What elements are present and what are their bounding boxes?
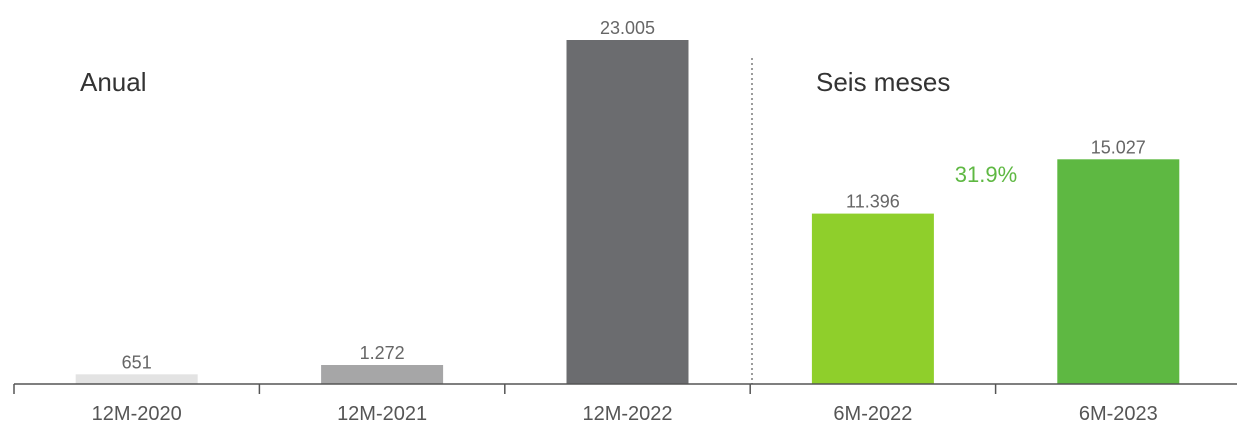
bar-12m-2020 <box>75 374 198 384</box>
group-title-six-months: Seis meses <box>816 67 950 97</box>
tick-label-12m-2022: 12M-2022 <box>582 403 672 425</box>
tick-label-12m-2020: 12M-2020 <box>92 403 182 425</box>
bar-12m-2022 <box>566 40 689 384</box>
bar-6m-2022 <box>811 213 934 384</box>
value-label-12m-2020: 651 <box>122 352 152 372</box>
tick-label-6m-2022: 6M-2022 <box>833 403 912 425</box>
tick-label-12m-2021: 12M-2021 <box>337 403 427 425</box>
tick-label-6m-2023: 6M-2023 <box>1079 403 1158 425</box>
bar-12m-2021 <box>321 365 444 384</box>
value-label-12m-2021: 1.272 <box>360 343 405 363</box>
value-label-12m-2022: 23.005 <box>600 18 655 38</box>
value-label-6m-2023: 15.027 <box>1091 137 1146 157</box>
value-label-6m-2022: 11.396 <box>846 192 900 212</box>
growth-annotation: 31.9% <box>955 162 1017 187</box>
group-title-annual: Anual <box>80 67 147 97</box>
chart-marks: 651 12M-2020 1.272 12M-2021 23.005 12M-2022 11… <box>13 18 1180 425</box>
bar-6m-2023 <box>1057 159 1180 384</box>
